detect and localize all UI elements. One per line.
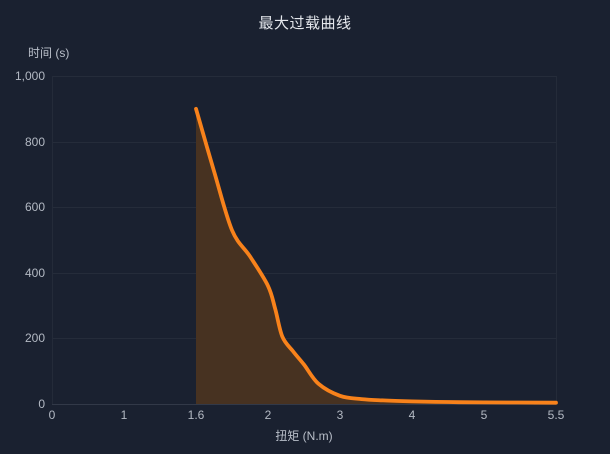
series-area-fill — [196, 108, 556, 405]
y-axis-name: 时间 (s) — [28, 46, 70, 60]
chart-title: 最大过载曲线 — [258, 15, 352, 32]
series-line — [194, 106, 558, 405]
x-axis-name: 扭矩 (N.m) — [275, 429, 333, 443]
